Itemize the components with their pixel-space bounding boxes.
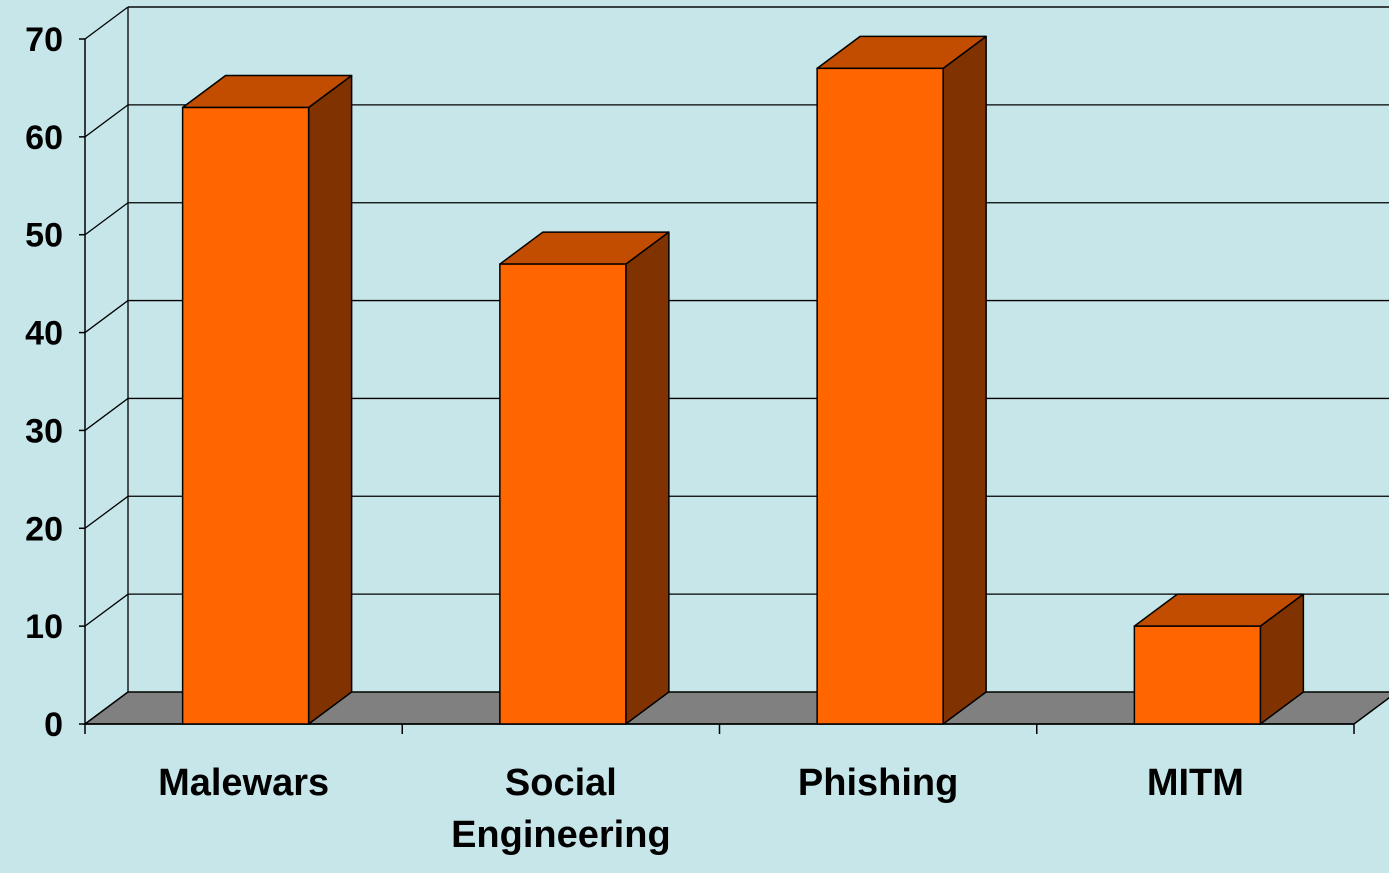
x-tick-label: Engineering — [451, 814, 671, 856]
y-tick-label: 40 — [25, 315, 63, 353]
bar-front — [181, 106, 310, 725]
gridline-side — [84, 691, 129, 725]
bar-side — [307, 74, 353, 725]
bar — [1133, 593, 1305, 725]
bar-front — [816, 67, 944, 725]
gridline-side — [84, 202, 129, 236]
y-tick-label: 50 — [25, 217, 63, 255]
bar — [499, 231, 670, 725]
y-tick-label: 70 — [25, 21, 63, 59]
gridline-side — [84, 300, 129, 334]
x-tick-label: Phishing — [798, 762, 958, 804]
gridline-side — [84, 104, 129, 138]
bar — [816, 35, 987, 725]
bar — [181, 74, 353, 725]
y-tick-label: 10 — [25, 608, 63, 646]
y-tick-label: 30 — [25, 412, 63, 450]
gridline-side — [84, 397, 129, 431]
gridline-side — [84, 593, 129, 627]
x-tick-label: Malewars — [158, 762, 329, 804]
bar-front — [1133, 625, 1262, 725]
gridline-side — [84, 6, 129, 40]
x-tick-label: MITM — [1147, 762, 1244, 804]
gridline-side — [84, 495, 129, 529]
bar-side — [625, 231, 670, 725]
y-tick-label: 60 — [25, 119, 63, 157]
y-tick-label: 20 — [25, 510, 63, 548]
x-tick-label: Social — [505, 762, 617, 804]
y-tick-label: 0 — [44, 706, 63, 744]
bar-front — [499, 263, 627, 725]
bar-side — [942, 35, 987, 725]
